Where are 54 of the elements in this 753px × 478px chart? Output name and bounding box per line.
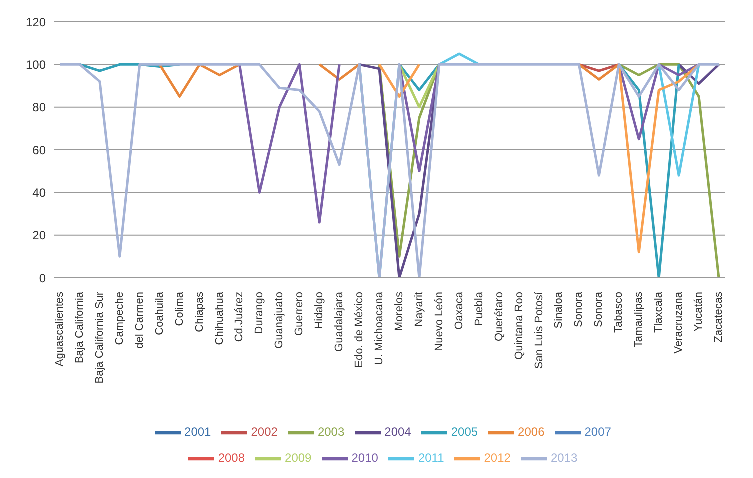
- legend-label: 2010: [352, 451, 378, 466]
- x-tick-label: U. Michoacana: [374, 291, 386, 366]
- x-tick-label: del Carmen: [134, 292, 146, 349]
- x-tick-label: Sonora: [593, 291, 606, 328]
- y-tick-label: 120: [26, 15, 46, 30]
- legend-label: 2003: [318, 425, 345, 440]
- x-tick-label: Chihuahua: [214, 291, 226, 346]
- x-tick-label: Edo. de México: [354, 292, 366, 368]
- x-tick-label: Guadalajara: [334, 291, 346, 352]
- x-tick-label: Yucatán: [693, 292, 706, 332]
- x-tick-label: Nayarit: [413, 292, 426, 327]
- legend-label: 2011: [418, 451, 444, 466]
- y-tick-label: 80: [32, 100, 46, 115]
- y-tick-label: 0: [39, 271, 46, 286]
- x-tick-label: Baja California: [74, 291, 86, 364]
- x-tick-label: Durango: [254, 292, 266, 334]
- legend-label: 2005: [451, 425, 478, 440]
- y-tick-label: 20: [32, 228, 46, 243]
- y-tick-label: 100: [26, 58, 46, 72]
- x-tick-label: Guanajuato: [274, 292, 286, 349]
- legend-label: 2012: [484, 451, 511, 466]
- x-tick-label: Hidalgo: [314, 292, 326, 330]
- x-tick-label: Oaxaca: [453, 291, 466, 330]
- x-tick-label: Puebla: [473, 291, 486, 326]
- x-tick-label: Baja California Sur: [94, 292, 106, 384]
- x-tick-label: Chiapas: [194, 292, 206, 332]
- x-tick-label: Morelos: [393, 292, 406, 332]
- y-tick-label: 40: [32, 186, 46, 200]
- x-tick-label: Cd.Juárez: [234, 292, 246, 342]
- y-tick-label: 60: [32, 143, 46, 158]
- x-tick-label: Sonora: [573, 291, 586, 328]
- legend-label: 2006: [518, 425, 545, 440]
- legend-label: 2009: [285, 451, 312, 466]
- x-tick-label: Quintana Roo: [513, 292, 526, 360]
- x-tick-label: Sinaloa: [553, 291, 566, 329]
- x-tick-label: Tabasco: [613, 292, 626, 333]
- legend-label: 2008: [218, 451, 246, 466]
- x-tick-label: Querétaro: [493, 292, 506, 342]
- x-tick-label: Campeche: [114, 292, 126, 346]
- x-tick-label: Tlaxcala: [653, 291, 666, 333]
- x-tick-label: Zacatecas: [713, 292, 725, 343]
- x-tick-label: Guerrero: [294, 292, 306, 336]
- x-tick-label: Nuevo León: [433, 292, 446, 352]
- legend-label: 2001: [184, 425, 212, 440]
- x-tick-label: Aguascalientes: [54, 292, 66, 367]
- legend-label: 2002: [251, 425, 278, 440]
- x-tick-label: Veracruzana: [673, 291, 686, 354]
- x-tick-label: Coahuila: [154, 291, 166, 336]
- x-tick-label: Colima: [174, 291, 186, 326]
- x-tick-label: Tamaulipas: [633, 292, 646, 348]
- legend-label: 2007: [584, 425, 612, 440]
- legend-label: 2013: [550, 451, 578, 466]
- legend-label: 2004: [384, 425, 412, 440]
- x-tick-label: San Luis Potosí: [533, 291, 546, 370]
